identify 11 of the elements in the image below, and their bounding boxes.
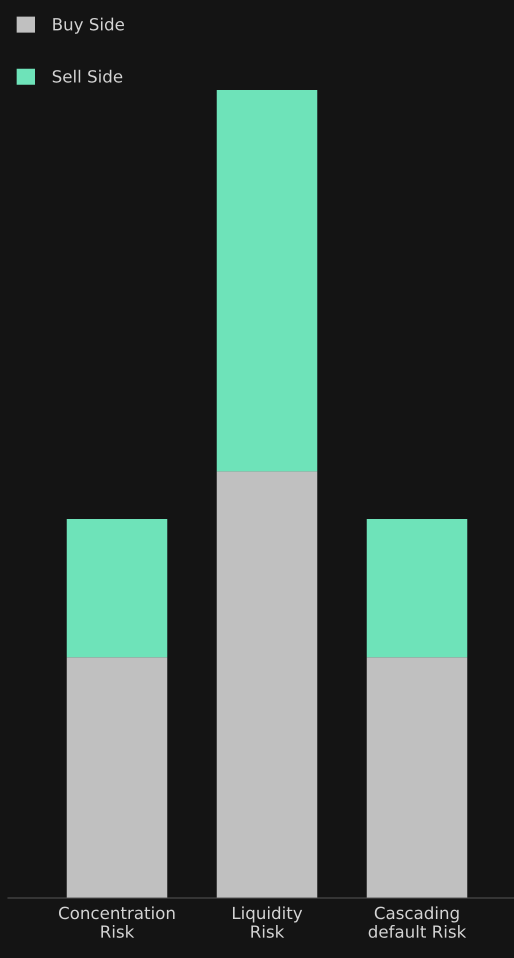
x-tick-label: Liquidity Risk <box>232 906 302 938</box>
legend-label: Buy Side <box>53 18 124 34</box>
x-tick-label: Concentration Risk <box>58 906 175 938</box>
x-tick-label: Cascading default Risk <box>368 906 466 938</box>
bar <box>366 519 468 658</box>
bar <box>366 657 468 898</box>
bar <box>216 90 318 472</box>
legend-label: Sell Side <box>52 70 122 83</box>
bar <box>66 519 168 658</box>
bar <box>216 471 318 898</box>
bar <box>66 657 168 898</box>
